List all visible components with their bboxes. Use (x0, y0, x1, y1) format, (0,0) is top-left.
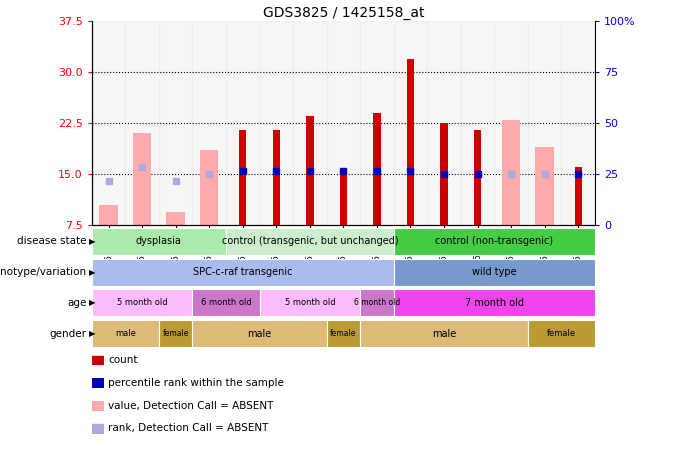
Bar (192, 21, 226, 225)
Text: genotype/variation: genotype/variation (0, 267, 86, 277)
Bar (494, 21, 528, 225)
Bar (260, 21, 293, 225)
Bar (159, 320, 192, 347)
Bar (125, 21, 159, 225)
Text: 5 month old: 5 month old (284, 299, 335, 307)
Text: 6 month old: 6 month old (354, 299, 400, 307)
Bar (575, 167, 582, 225)
Bar (99, 205, 118, 225)
Text: count: count (108, 355, 137, 365)
Bar (306, 117, 313, 225)
Text: 5 month old: 5 month old (117, 299, 167, 307)
Text: ▶: ▶ (89, 299, 96, 307)
Bar (293, 21, 326, 225)
Text: female: female (547, 329, 576, 338)
Text: male: male (248, 328, 271, 339)
Bar (273, 130, 280, 225)
Title: GDS3825 / 1425158_at: GDS3825 / 1425158_at (262, 6, 424, 20)
Text: ▶: ▶ (89, 329, 96, 338)
Bar (562, 21, 595, 225)
Text: rank, Detection Call = ABSENT: rank, Detection Call = ABSENT (108, 423, 269, 434)
Bar (373, 113, 381, 225)
Bar (360, 289, 394, 317)
Text: gender: gender (50, 328, 86, 339)
Bar (535, 147, 554, 225)
Bar (92, 320, 159, 347)
Bar (407, 59, 414, 225)
Text: wild type: wild type (472, 267, 517, 277)
Bar (441, 123, 447, 225)
Bar (461, 21, 494, 225)
Bar (226, 228, 394, 255)
Bar (326, 320, 360, 347)
Bar (226, 21, 260, 225)
Text: 7 month old: 7 month old (465, 298, 524, 308)
Bar (192, 289, 260, 317)
Text: disease state: disease state (17, 236, 86, 246)
Text: age: age (67, 298, 86, 308)
Text: ▶: ▶ (89, 268, 96, 276)
Bar (502, 120, 520, 225)
Bar (200, 150, 218, 225)
Bar (394, 228, 595, 255)
Bar (159, 21, 192, 225)
Bar (260, 289, 360, 317)
Bar (474, 130, 481, 225)
Bar (92, 21, 125, 225)
Text: value, Detection Call = ABSENT: value, Detection Call = ABSENT (108, 401, 273, 411)
Text: control (non-transgenic): control (non-transgenic) (435, 236, 554, 246)
Bar (528, 21, 562, 225)
Bar (528, 320, 595, 347)
Bar (394, 258, 595, 286)
Bar (394, 289, 595, 317)
Bar (92, 289, 192, 317)
Bar (92, 258, 394, 286)
Text: 6 month old: 6 month old (201, 299, 252, 307)
Bar (340, 171, 347, 225)
Bar (326, 21, 360, 225)
Bar (360, 21, 394, 225)
Text: male: male (115, 329, 136, 338)
Bar (192, 320, 326, 347)
Bar (394, 21, 427, 225)
Text: percentile rank within the sample: percentile rank within the sample (108, 378, 284, 388)
Bar (92, 228, 226, 255)
Bar (133, 134, 152, 225)
Text: male: male (432, 328, 456, 339)
Text: female: female (330, 329, 356, 338)
Bar (360, 320, 528, 347)
Bar (427, 21, 461, 225)
Text: dysplasia: dysplasia (136, 236, 182, 246)
Text: SPC-c-raf transgenic: SPC-c-raf transgenic (193, 267, 292, 277)
Text: control (transgenic, but unchanged): control (transgenic, but unchanged) (222, 236, 398, 246)
Bar (239, 130, 246, 225)
Text: ▶: ▶ (89, 237, 96, 246)
Bar (167, 211, 185, 225)
Text: female: female (163, 329, 189, 338)
